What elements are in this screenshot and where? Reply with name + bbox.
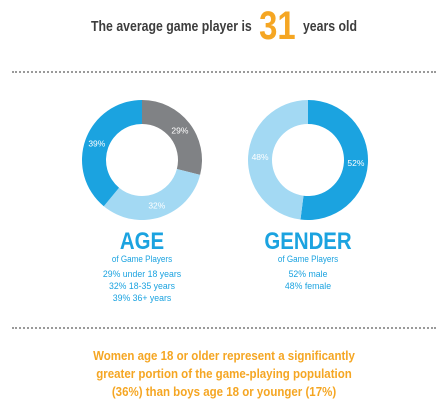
age-donut-chart: 29% 32% 39% — [82, 100, 202, 220]
gender-details: 52% male 48% female — [234, 269, 381, 293]
age-subtitle: of Game Players — [111, 254, 173, 264]
headline-prefix: The average game player is — [91, 17, 252, 35]
slice-label: 39% — [88, 139, 105, 149]
headline: The average game player is 31 years old — [40, 6, 407, 46]
gender-title: GENDER — [264, 228, 352, 255]
slice-36-years — [82, 100, 142, 207]
statement-line: greater portion of the game-playing popu… — [96, 367, 352, 381]
gender-donut-chart: 52% 48% — [247, 100, 368, 220]
gender-detail-line: 48% female — [284, 281, 332, 292]
statement: Women age 18 or older represent a signif… — [46, 347, 403, 401]
slice-male — [300, 100, 368, 220]
slice-label: 29% — [171, 126, 188, 136]
gender-detail-line: 52% male — [288, 269, 328, 280]
age-detail-line: 39% 36+ years — [112, 293, 172, 304]
slice-female — [247, 100, 308, 220]
age-details: 29% under 18 years 32% 18-35 years 39% 3… — [68, 269, 215, 305]
headline-suffix: years old — [302, 17, 357, 35]
age-title: AGE — [119, 228, 165, 255]
slice-18-35-years — [103, 168, 201, 220]
slice-label: 48% — [252, 152, 269, 162]
statement-line: Women age 18 or older represent a signif… — [93, 349, 355, 363]
slice-label: 52% — [347, 158, 364, 168]
gender-subtitle: of Game Players — [277, 254, 339, 264]
statement-line: (36%) than boys age 18 or younger (17%) — [111, 385, 337, 399]
top-divider — [12, 71, 436, 73]
headline-highlight: 31 — [259, 4, 296, 48]
age-detail-line: 29% under 18 years — [102, 269, 182, 280]
slice-label: 32% — [148, 201, 165, 211]
age-detail-line: 32% 18-35 years — [108, 281, 176, 292]
bottom-divider — [12, 327, 436, 329]
slice-under-18-years — [142, 100, 202, 175]
